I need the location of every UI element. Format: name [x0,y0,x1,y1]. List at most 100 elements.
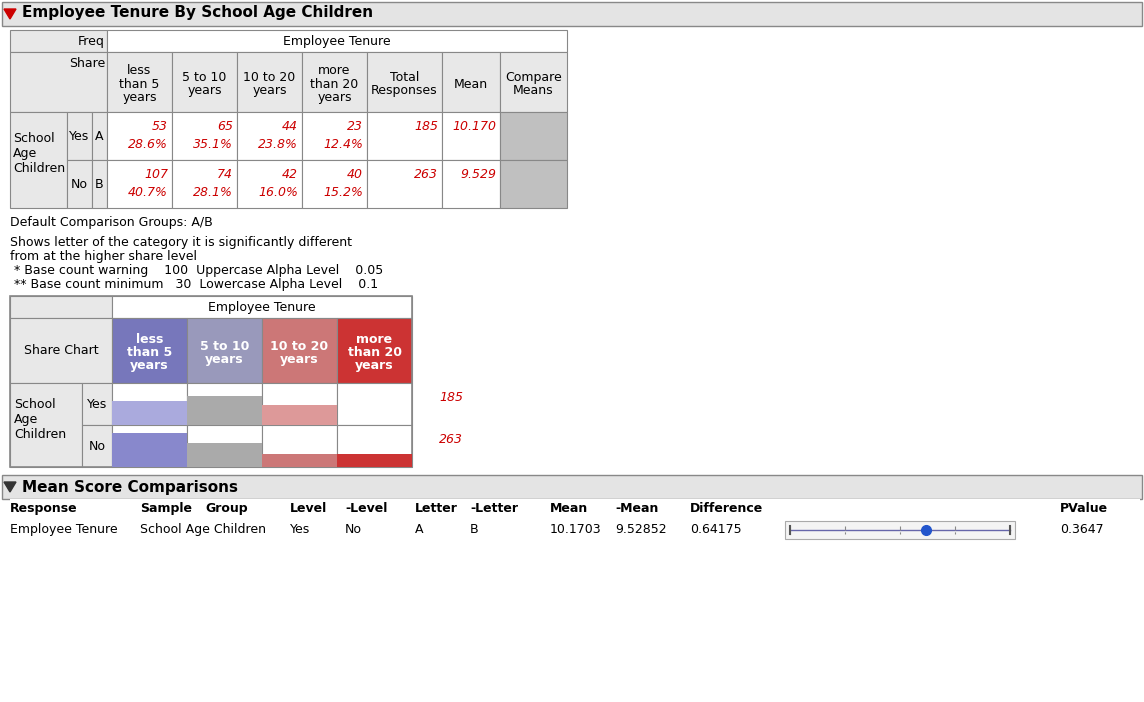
Text: than 5: than 5 [119,77,160,91]
Bar [186,444,262,467]
Text: Mean: Mean [454,77,488,91]
Text: 107: 107 [144,168,168,181]
Text: 12.4%: 12.4% [323,138,363,151]
Bar [500,112,567,160]
Bar [442,112,500,160]
Text: 40: 40 [347,168,363,181]
Bar [172,112,237,160]
Text: 185: 185 [414,120,438,133]
Text: 5 to 10: 5 to 10 [200,340,249,352]
Text: 10.1703: 10.1703 [550,523,602,536]
Text: Difference: Difference [690,502,763,515]
Bar [262,453,337,467]
Bar [237,52,302,112]
Text: than 5: than 5 [127,346,172,359]
Bar [108,160,172,208]
Bar [10,52,108,112]
Text: Total: Total [390,71,419,84]
Bar [262,405,337,425]
Text: Compare: Compare [506,71,562,84]
Text: No: No [71,178,88,190]
Text: PValue: PValue [1060,502,1109,515]
Text: Response: Response [10,502,78,515]
Text: 9.529: 9.529 [460,168,496,181]
Bar [67,112,92,160]
Bar [337,318,412,383]
Text: Level: Level [289,502,327,515]
Bar [785,521,1015,539]
Bar [302,52,367,112]
Text: years: years [188,84,222,97]
Text: 0.3647: 0.3647 [1060,523,1104,536]
Bar [82,383,112,425]
Text: Yes: Yes [289,523,310,536]
Text: 23: 23 [347,120,363,133]
Text: 28.6%: 28.6% [128,138,168,151]
Text: School Age Children: School Age Children [140,523,267,536]
Bar [367,52,442,112]
Bar [10,112,67,208]
Text: B: B [470,523,478,536]
Bar [302,160,367,208]
Bar [186,383,262,425]
Text: Responses: Responses [371,84,438,97]
Text: 10 to 20: 10 to 20 [244,71,295,84]
Text: 263: 263 [439,433,463,446]
Bar [337,454,412,467]
Text: -Letter: -Letter [470,502,518,515]
Bar [112,433,186,467]
Text: years: years [280,352,319,366]
Text: Share: Share [69,57,105,70]
Text: 44: 44 [283,120,297,133]
Bar [112,296,412,318]
Bar [262,318,337,383]
Text: years: years [355,359,394,372]
Text: A: A [415,523,423,536]
Bar [442,52,500,112]
Text: School
Age
Children: School Age Children [13,133,65,176]
Bar [337,425,412,467]
Text: -Level: -Level [345,502,388,515]
Text: years: years [317,91,351,103]
Text: less: less [136,333,164,346]
Bar [172,52,237,112]
Bar [92,112,108,160]
Text: Employee Tenure By School Age Children: Employee Tenure By School Age Children [22,4,373,20]
Text: Letter: Letter [415,502,458,515]
Bar [82,425,112,467]
Bar [108,52,172,112]
Bar [262,425,337,467]
Bar [112,401,186,425]
Bar [337,383,412,425]
Text: B: B [95,178,104,190]
Text: 53: 53 [152,120,168,133]
Text: Employee Tenure: Employee Tenure [208,301,316,314]
Bar [67,160,92,208]
Text: 263: 263 [414,168,438,181]
Bar [10,296,112,318]
Text: 74: 74 [217,168,233,181]
Text: 5 to 10: 5 to 10 [182,71,227,84]
Bar [108,30,567,52]
Text: 23.8%: 23.8% [259,138,297,151]
Text: A: A [95,129,104,143]
Bar [237,112,302,160]
Text: Freq: Freq [78,35,105,48]
Bar [186,318,262,383]
Text: years: years [130,359,169,372]
Text: 10 to 20: 10 to 20 [270,340,328,352]
Text: less: less [127,65,152,77]
Text: 10.170: 10.170 [452,120,496,133]
Text: 42: 42 [283,168,297,181]
Text: more: more [318,65,351,77]
Text: Yes: Yes [87,397,108,411]
Bar [172,160,237,208]
Text: years: years [252,84,287,97]
Bar [10,296,412,467]
Text: Sample: Sample [140,502,192,515]
Text: 15.2%: 15.2% [323,186,363,199]
Bar [186,425,262,467]
Text: years: years [205,352,244,366]
Bar [10,30,108,52]
Text: Share Chart: Share Chart [24,344,98,357]
